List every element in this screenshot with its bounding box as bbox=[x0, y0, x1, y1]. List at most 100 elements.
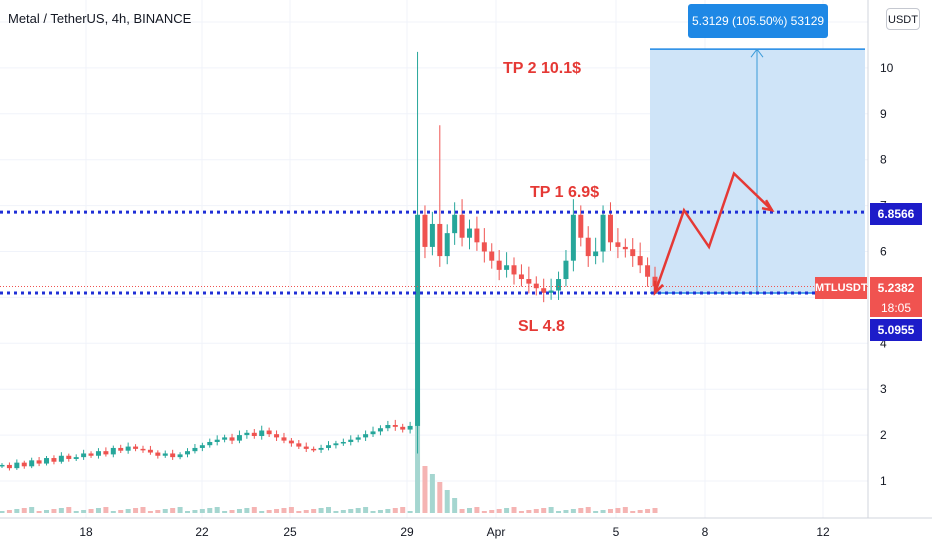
time-tick-label: 22 bbox=[195, 525, 209, 539]
candle-body bbox=[363, 434, 369, 438]
candle-body bbox=[244, 432, 250, 436]
volume-bar bbox=[0, 511, 5, 513]
volume-bar bbox=[496, 509, 502, 513]
candle-body bbox=[645, 265, 651, 277]
volume-bar bbox=[147, 511, 153, 513]
volume-bar bbox=[103, 507, 109, 513]
price-tick-label: 3 bbox=[880, 382, 887, 396]
candle-body bbox=[110, 447, 116, 455]
candle-body bbox=[44, 458, 50, 464]
sl-price-tag: 5.0955 bbox=[870, 319, 922, 341]
candle-body bbox=[0, 464, 5, 467]
candle-body bbox=[140, 448, 146, 451]
candle-body bbox=[370, 431, 376, 435]
volume-bar bbox=[422, 466, 428, 513]
volume-bar bbox=[645, 509, 651, 513]
volume-bar bbox=[303, 510, 309, 513]
volume-bar bbox=[533, 509, 539, 513]
candle-body bbox=[437, 223, 443, 257]
volume-bar bbox=[407, 511, 413, 513]
currency-unit-button[interactable]: USDT bbox=[886, 8, 920, 30]
price-tick-label: 10 bbox=[880, 61, 894, 75]
volume-bar bbox=[415, 403, 421, 513]
candle-body bbox=[222, 437, 228, 440]
candle-body bbox=[155, 452, 161, 456]
time-tick-label: 12 bbox=[816, 525, 830, 539]
candle-body bbox=[303, 446, 309, 449]
volume-bar bbox=[452, 498, 458, 513]
candle-body bbox=[392, 425, 398, 427]
candle-body bbox=[58, 455, 64, 462]
volume-bar bbox=[548, 507, 554, 513]
candle-body bbox=[600, 214, 606, 252]
candle-body bbox=[570, 214, 576, 261]
candle-body bbox=[585, 237, 591, 257]
volume-bar bbox=[251, 507, 257, 513]
candle-body bbox=[563, 260, 569, 280]
candle-body bbox=[288, 440, 294, 444]
volume-bar bbox=[622, 507, 628, 513]
candle-body bbox=[95, 451, 101, 456]
candle-body bbox=[207, 441, 213, 446]
price-tick-label: 9 bbox=[880, 107, 887, 121]
time-tick-label: 5 bbox=[613, 525, 620, 539]
candlestick-series bbox=[0, 51, 658, 471]
volume-bar bbox=[185, 511, 191, 513]
volume-bar bbox=[600, 510, 606, 513]
candle-body bbox=[147, 449, 153, 453]
time-axis: 18 22 25 29 Apr 5 8 12 bbox=[0, 517, 932, 539]
time-tick-label: 18 bbox=[79, 525, 93, 539]
candle-body bbox=[511, 265, 517, 275]
volume-bar bbox=[489, 510, 495, 513]
candle-body bbox=[578, 214, 584, 238]
time-tick-label: 8 bbox=[702, 525, 709, 539]
candle-body bbox=[214, 439, 220, 442]
candle-body bbox=[556, 279, 562, 291]
tp2-annotation: TP 2 10.1$ bbox=[503, 60, 581, 77]
candle-body bbox=[66, 455, 72, 459]
level-lines bbox=[0, 210, 868, 295]
candle-body bbox=[21, 462, 27, 467]
candle-body bbox=[266, 430, 272, 435]
volume-bar bbox=[607, 509, 613, 513]
volume-bar bbox=[259, 511, 265, 513]
candle-body bbox=[415, 214, 421, 426]
volume-bar bbox=[51, 509, 57, 513]
projected-path-start-tick bbox=[653, 280, 664, 296]
volume-bar bbox=[296, 511, 302, 513]
candle-body bbox=[504, 265, 510, 270]
volume-bar bbox=[444, 490, 450, 513]
candle-body bbox=[400, 426, 406, 430]
volume-bar bbox=[66, 507, 72, 513]
price-tick-label: 1 bbox=[880, 474, 887, 488]
price-tick-label: 8 bbox=[880, 153, 887, 167]
candle-body bbox=[170, 453, 176, 458]
volume-bar bbox=[437, 482, 443, 513]
volume-bar bbox=[385, 509, 391, 513]
price-tick-label: 6 bbox=[880, 245, 887, 259]
volume-bar bbox=[177, 507, 183, 513]
volume-bar bbox=[288, 507, 294, 513]
symbol-tag: MTLUSDT bbox=[815, 277, 868, 299]
volume-bar bbox=[170, 508, 176, 513]
candle-body bbox=[103, 451, 109, 455]
candle-body bbox=[459, 214, 465, 238]
volume-bar bbox=[133, 508, 139, 513]
candle-body bbox=[199, 445, 205, 448]
volume-bar bbox=[6, 510, 12, 513]
volume-bar bbox=[466, 508, 472, 513]
candle-body bbox=[607, 214, 613, 243]
volume-bar bbox=[125, 509, 131, 513]
volume-bar bbox=[556, 511, 562, 513]
candle-body bbox=[36, 460, 42, 464]
volume-bar bbox=[192, 510, 198, 513]
current-price-tag: 5.2382 bbox=[870, 277, 922, 299]
volume-bar bbox=[29, 507, 35, 513]
volume-bar bbox=[526, 510, 532, 513]
volume-bar bbox=[377, 510, 383, 513]
volume-bar bbox=[563, 510, 569, 513]
volume-bar bbox=[630, 511, 636, 513]
volume-bar bbox=[518, 511, 524, 513]
volume-bar bbox=[95, 508, 101, 513]
